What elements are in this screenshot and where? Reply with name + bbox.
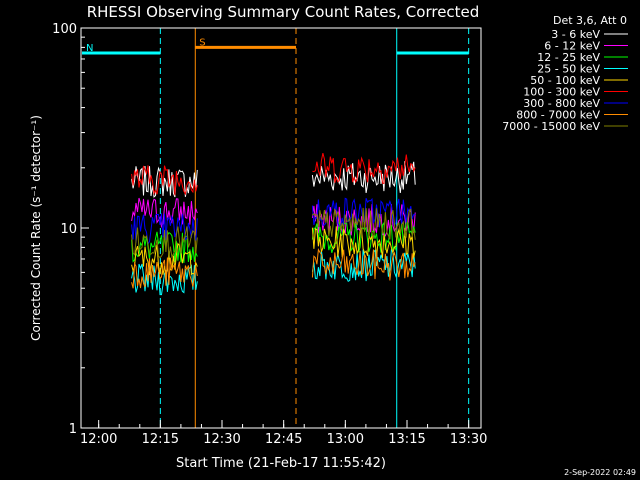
legend-label: 3 - 6 keV	[551, 28, 600, 41]
y-axis: 1 10 100	[52, 22, 89, 437]
series-line	[312, 207, 416, 240]
x-tick-label: 13:15	[388, 432, 425, 447]
x-tick-label: 12:45	[265, 432, 302, 447]
series-line	[131, 213, 198, 246]
legend-label: 300 - 800 keV	[523, 97, 600, 110]
series-line	[131, 226, 198, 259]
legend-label: 800 - 7000 keV	[516, 109, 600, 122]
y-tick-label: 1	[69, 422, 77, 437]
legend-label: 25 - 50 keV	[537, 63, 600, 76]
x-tick-label: 12:00	[80, 432, 117, 447]
series-line	[131, 257, 198, 289]
y-axis-label: Corrected Count Rate (s⁻¹ detector⁻¹)	[29, 115, 43, 341]
x-axis-label: Start Time (21-Feb-17 11:55:42)	[176, 456, 386, 471]
legend-label: 6 - 12 keV	[544, 40, 600, 53]
series-line	[311, 247, 416, 281]
annotation-label: N	[86, 43, 93, 54]
x-tick-label: 12:15	[142, 432, 179, 447]
legend-title: Det 3,6, Att 0	[553, 14, 627, 27]
y-tick-label: 10	[60, 222, 77, 237]
annotation-label: S	[199, 37, 205, 48]
series-line	[131, 197, 198, 229]
series-line	[311, 220, 416, 253]
series-line	[131, 165, 198, 196]
x-tick-label: 12:30	[203, 432, 240, 447]
x-tick-label: 13:30	[450, 432, 487, 447]
y-tick-label: 100	[52, 22, 77, 37]
series-line	[311, 226, 416, 258]
legend-label: 50 - 100 keV	[530, 74, 600, 87]
series-line	[312, 152, 416, 185]
timestamp: 2-Sep-2022 02:49	[564, 468, 636, 477]
chart-title: RHESSI Observing Summary Count Rates, Co…	[87, 3, 480, 21]
legend-label: 12 - 25 keV	[537, 51, 600, 64]
series-layer	[131, 152, 416, 296]
series-line	[311, 161, 416, 193]
legend-label: 100 - 300 keV	[523, 86, 600, 99]
series-line	[131, 263, 198, 296]
x-tick-label: 13:00	[327, 432, 364, 447]
x-axis: 12:00 12:15 12:30 12:45 13:00 13:15 13:30	[80, 420, 487, 447]
series-line	[311, 248, 416, 283]
legend-label: 7000 - 15000 keV	[502, 120, 600, 133]
